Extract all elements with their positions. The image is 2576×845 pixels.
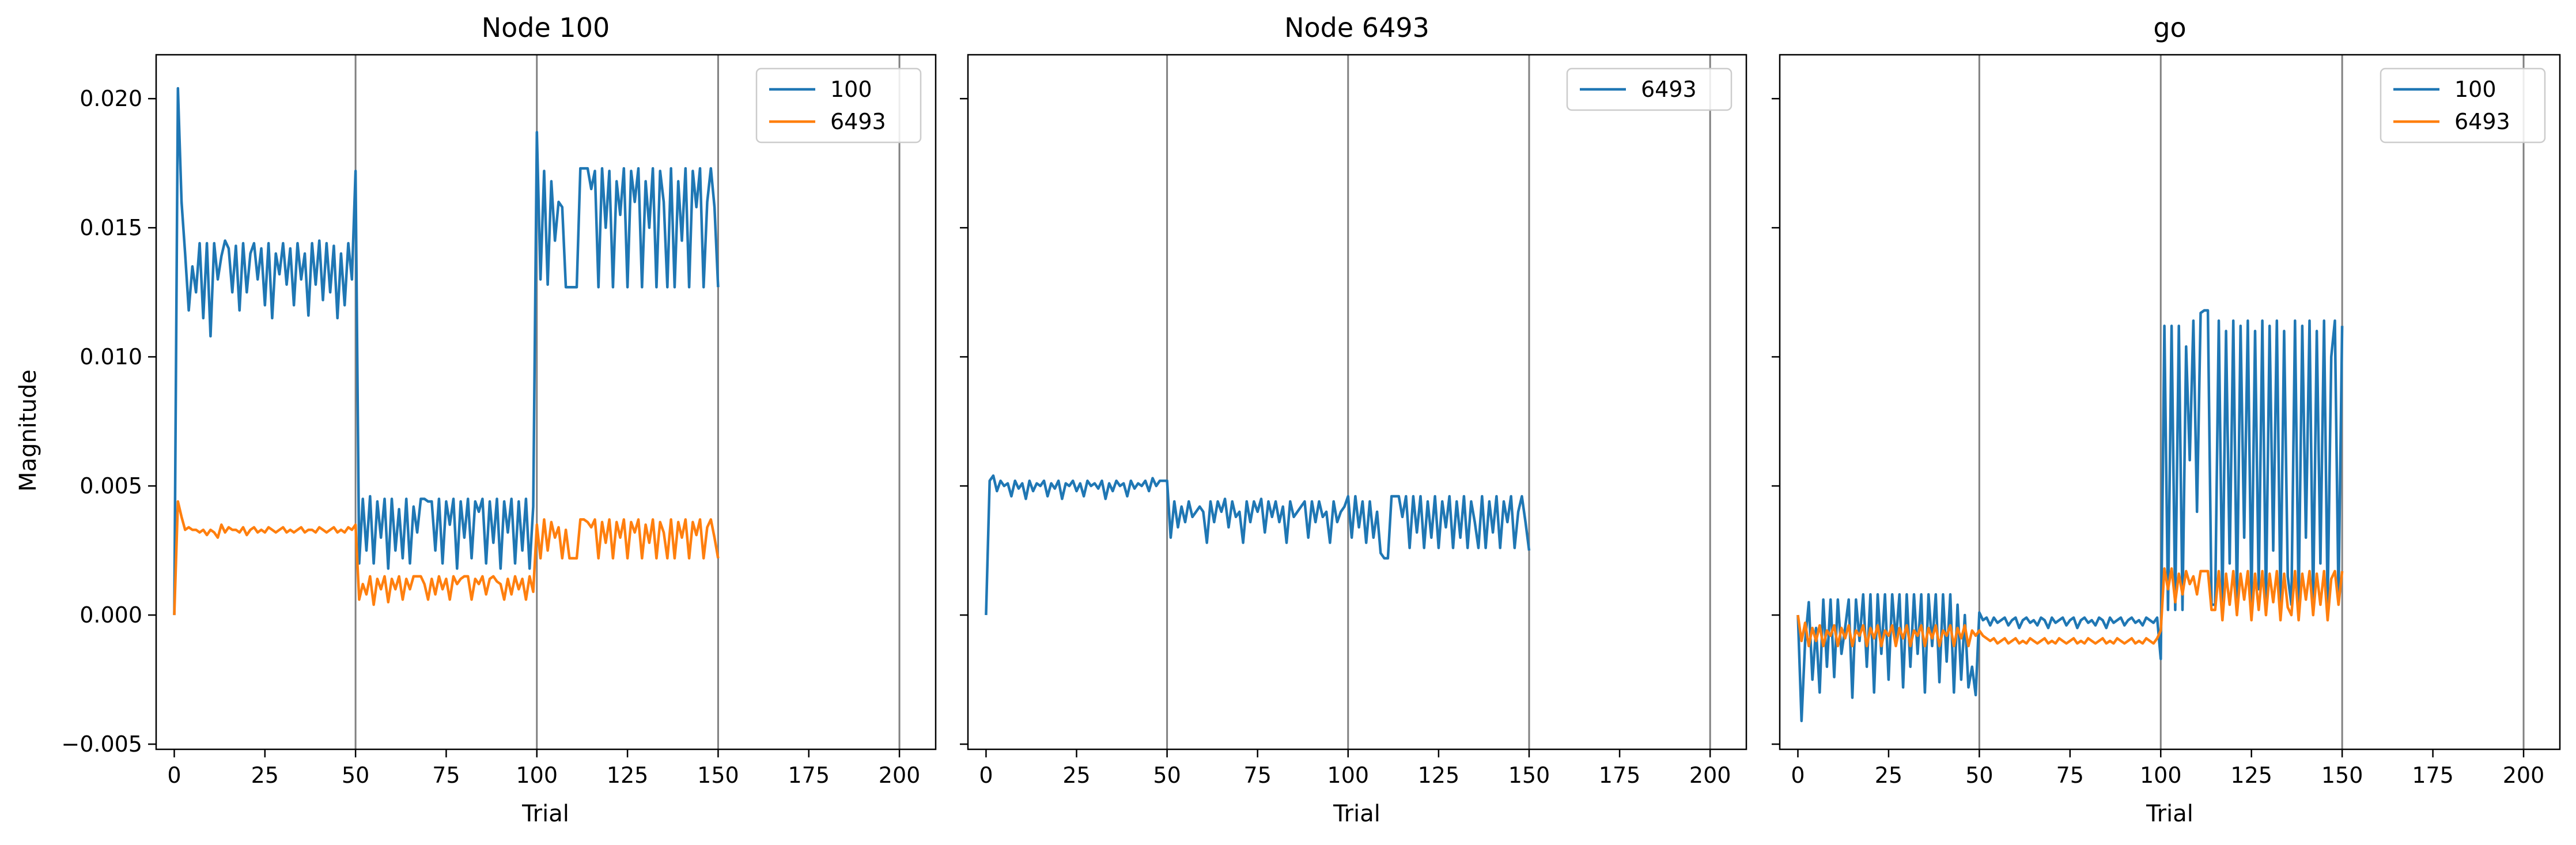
plot-area: 0 25 50 75 100 125 150 175 200 6493 xyxy=(960,54,1747,788)
x-tick-label: 100 xyxy=(1327,763,1370,788)
x-tick-label: 0 xyxy=(167,763,181,788)
x-tick-label: 25 xyxy=(1062,763,1090,788)
legend-label-6493: 6493 xyxy=(2454,109,2510,134)
panel-node-100: Node 100 Trial Magnitude 0 25 50 75 100 125 15… xyxy=(15,12,937,827)
panel-title: Node 6493 xyxy=(1284,12,1429,43)
x-tick-label: 150 xyxy=(697,763,739,788)
x-tick-label: 150 xyxy=(1508,763,1550,788)
x-tick-label: 50 xyxy=(1153,763,1181,788)
x-tick-label: 175 xyxy=(788,763,830,788)
panel-go: go Trial 0 25 50 75 100 125 150 175 200 100 6493 xyxy=(1772,12,2561,827)
axes-frame xyxy=(1779,54,2561,750)
x-tick-label: 175 xyxy=(1599,763,1641,788)
x-tick-label: 200 xyxy=(2503,763,2545,788)
x-tick-label: 175 xyxy=(2412,763,2454,788)
y-tick-label: 0.010 xyxy=(80,344,142,369)
y-tick-label: 0.020 xyxy=(80,86,142,111)
y-tick-label: 0.000 xyxy=(80,602,142,628)
x-tick-label: 50 xyxy=(1965,763,1993,788)
panel-node-6493: Node 6493 Trial 0 25 50 75 100 125 150 175 200 64… xyxy=(960,12,1747,827)
y-tick-label: 0.015 xyxy=(80,215,142,240)
x-tick-label: 125 xyxy=(2230,763,2272,788)
legend-label-100: 100 xyxy=(830,77,872,102)
panel-title: Node 100 xyxy=(482,12,610,43)
series-line-100 xyxy=(173,86,720,616)
x-tick-label: 50 xyxy=(342,763,369,788)
plot-area: 0 25 50 75 100 125 150 175 200 100 6493 xyxy=(1772,54,2561,788)
x-axis-label: Trial xyxy=(2146,801,2193,827)
x-tick-label: 0 xyxy=(1791,763,1805,788)
legend: 100 6493 xyxy=(2380,67,2546,144)
x-tick-label: 0 xyxy=(979,763,993,788)
y-axis-label: Magnitude xyxy=(15,369,41,492)
plot-area: 0 25 50 75 100 125 150 175 200 −0.005 0.000 0.005 0.… xyxy=(61,54,937,788)
y-tick-label: −0.005 xyxy=(61,731,142,757)
x-axis-label: Trial xyxy=(1333,801,1380,827)
axes-frame xyxy=(967,54,1747,750)
y-tick-label: 0.005 xyxy=(80,473,142,499)
x-tick-label: 75 xyxy=(1244,763,1272,788)
legend: 100 6493 xyxy=(755,67,922,144)
x-tick-label: 100 xyxy=(516,763,558,788)
legend-box xyxy=(2380,67,2546,144)
x-axis-label: Trial xyxy=(521,801,569,827)
x-tick-label: 125 xyxy=(607,763,649,788)
legend-label-100: 100 xyxy=(2454,77,2496,102)
x-tick-label: 75 xyxy=(2056,763,2084,788)
x-tick-label: 200 xyxy=(879,763,921,788)
series-line-6493 xyxy=(173,500,720,616)
x-tick-label: 75 xyxy=(432,763,460,788)
series-line-6493 xyxy=(1796,567,2344,648)
x-tick-label: 25 xyxy=(251,763,279,788)
x-tick-label: 200 xyxy=(1689,763,1731,788)
axes-frame xyxy=(155,54,937,750)
x-tick-label: 25 xyxy=(1875,763,1902,788)
legend-box xyxy=(755,67,922,144)
legend-box xyxy=(1566,67,1733,111)
panel-title: go xyxy=(2153,12,2186,43)
legend-label-6493: 6493 xyxy=(1641,77,1697,102)
legend: 6493 xyxy=(1566,67,1733,111)
series-line-6493 xyxy=(985,474,1531,616)
x-tick-label: 150 xyxy=(2321,763,2363,788)
x-tick-label: 100 xyxy=(2140,763,2182,788)
legend-label-6493: 6493 xyxy=(830,109,886,134)
x-tick-label: 125 xyxy=(1418,763,1460,788)
